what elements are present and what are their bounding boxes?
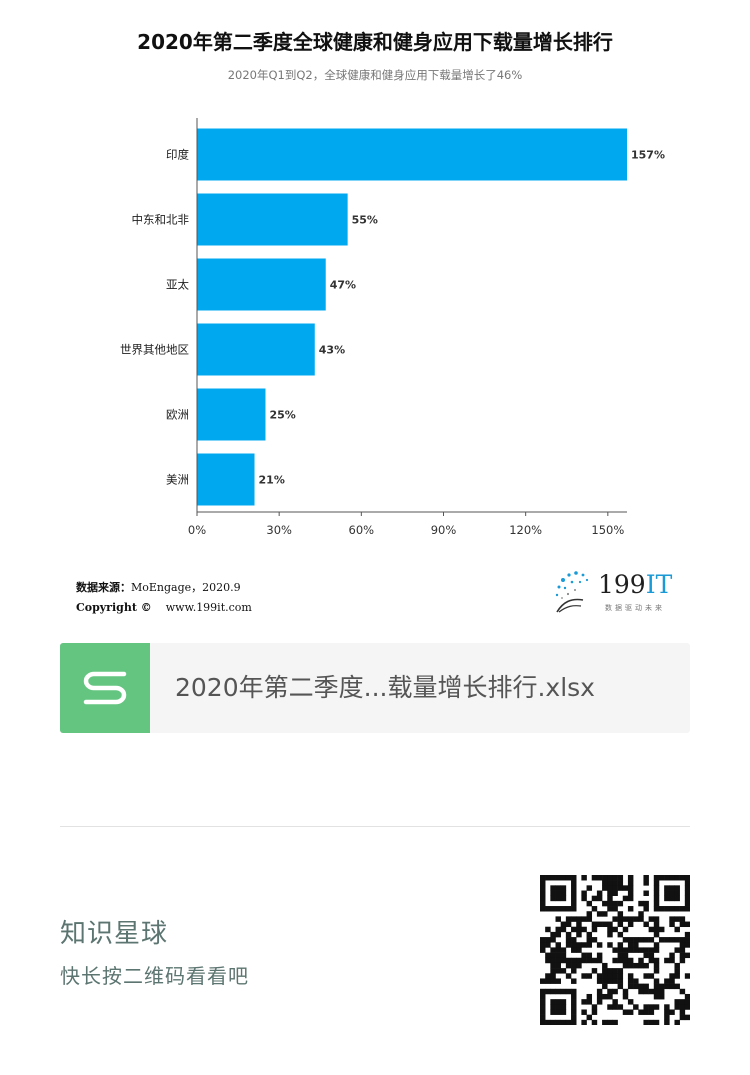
bar-5 [197,453,255,506]
x-tick-label: 90% [431,523,457,537]
data-label: 43% [319,344,345,357]
x-tick-label: 0% [188,523,206,537]
source-text: MoEngage，2020.9 [131,581,241,594]
category-label: 亚太 [166,278,189,292]
category-label: 印度 [166,148,189,162]
x-tick-label: 150% [591,523,624,537]
x-tick-label: 30% [266,523,292,537]
bar-1 [197,193,348,246]
source-label: 数据来源： [76,581,131,594]
dandelion-icon [555,571,589,613]
bar-0 [197,128,627,181]
bar-3 [197,323,315,376]
data-label: 25% [269,409,295,422]
x-tick-label: 120% [509,523,542,537]
category-label: 中东和北非 [132,213,190,227]
divider [60,826,690,827]
brand-name: 199IT [598,570,672,599]
footer-subtitle: 快长按二维码看看吧 [60,964,249,988]
data-label: 21% [259,474,285,487]
bar-2 [197,258,326,311]
file-attachment-card[interactable]: 2020年第二季度...载量增长排行.xlsx [60,643,690,733]
data-label: 157% [631,149,665,162]
spreadsheet-s-icon [60,643,150,733]
qr-code-icon[interactable] [540,875,690,1025]
source-block: 数据来源：MoEngage，2020.9 Copyright © www.199… [76,578,252,618]
bar-4 [197,388,266,441]
data-label: 55% [352,214,378,227]
copyright-label: Copyright © [76,601,152,614]
brand-name-number: 199 [598,570,646,599]
source-site: www.199it.com [165,601,252,614]
data-label: 47% [330,279,356,292]
chart-title: 2020年第二季度全球健康和健身应用下载量增长排行 [137,30,613,54]
category-label: 美洲 [166,473,189,487]
x-tick-label: 60% [349,523,375,537]
category-label: 世界其他地区 [120,343,189,357]
category-label: 欧洲 [166,408,189,422]
brand-tagline: 数据驱动未来 [605,604,665,612]
brand-name-it: IT [645,570,673,599]
bar-chart: 印度 157% 中东和北非 55% 亚太 47% 世界其他地区 43% 欧洲 25% 美洲 21% 0%… [120,118,665,537]
chart-subtitle: 2020年Q1到Q2，全球健康和健身应用下载量增长了46% [227,68,523,82]
footer-title: 知识星球 [60,919,169,949]
brand-logo: 199IT 数据驱动未来 [553,568,693,618]
file-name[interactable]: 2020年第二季度...载量增长排行.xlsx [175,673,595,702]
